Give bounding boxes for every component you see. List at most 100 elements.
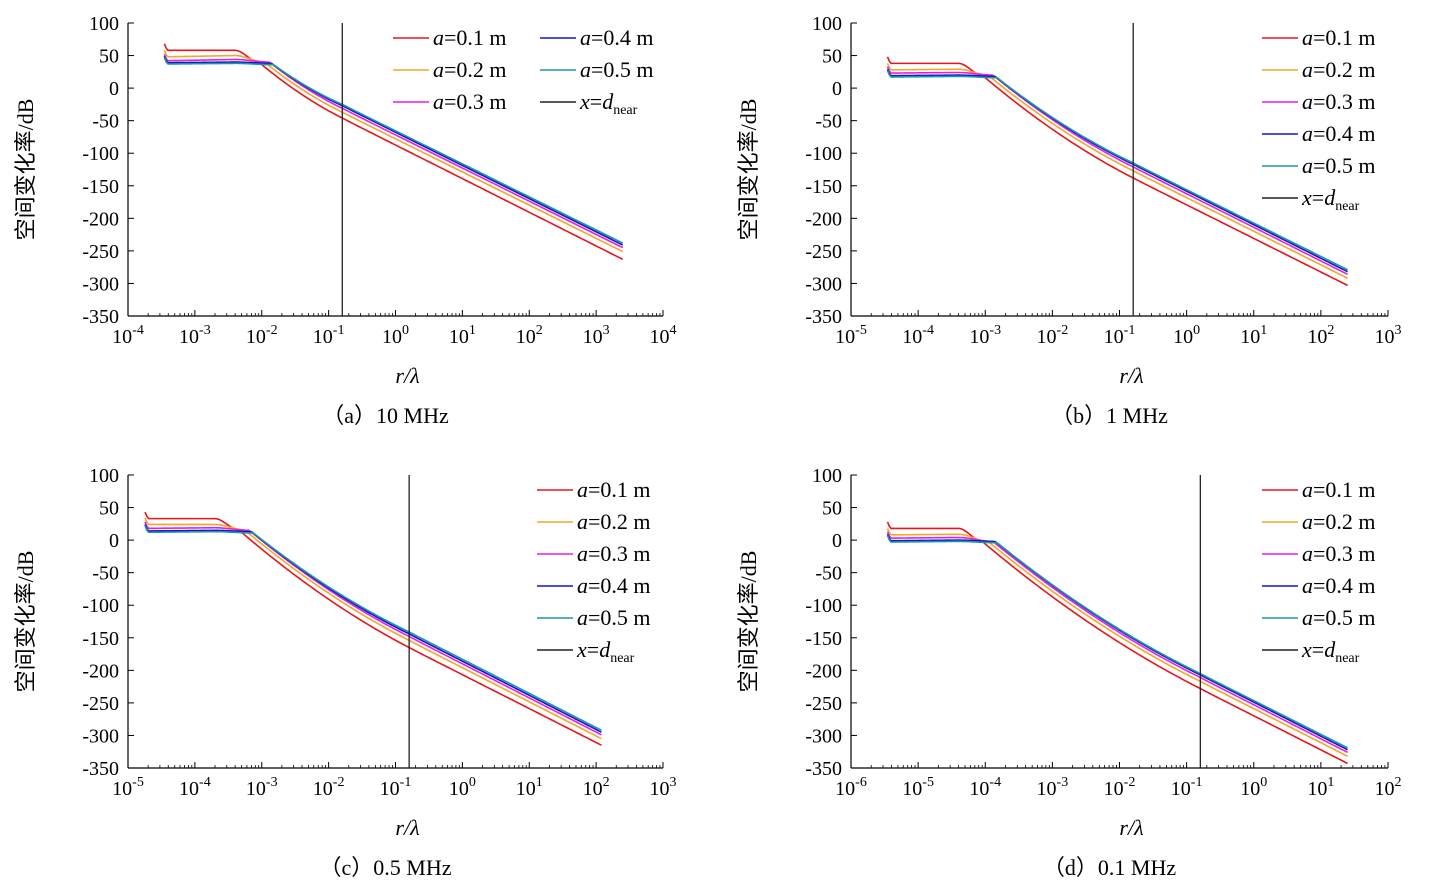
x-tick-label: 10-2 xyxy=(246,323,278,348)
y-tick-label: 50 xyxy=(822,498,842,520)
y-tick-label: 0 xyxy=(109,78,119,100)
x-tick-label: 102 xyxy=(1375,775,1402,800)
x-axis-label: r/λ xyxy=(1119,363,1143,388)
x-tick-label: 102 xyxy=(583,775,610,800)
legend-entry: a=0.2 m xyxy=(577,509,651,534)
series-line-a-0-1-m xyxy=(886,521,1348,765)
series-line-a-0-2-m xyxy=(163,50,624,253)
legend-entry: a=0.2 m xyxy=(1302,57,1376,82)
legend-entry: a=0.4 m xyxy=(1302,121,1376,146)
y-axis-label: 空间变化率/dB xyxy=(13,99,38,241)
y-tick-label: -50 xyxy=(92,111,119,133)
series-line-a-0-5-m xyxy=(144,525,602,731)
x-axis-label: r/λ xyxy=(395,363,419,388)
x-axis-label: r/λ xyxy=(1119,815,1143,840)
y-axis-label: 空间变化率/dB xyxy=(13,551,38,693)
y-tick-label: 50 xyxy=(99,46,119,68)
x-tick-label: 10-4 xyxy=(902,323,934,348)
x-tick-label: 10-4 xyxy=(969,775,1001,800)
x-tick-label: 10-2 xyxy=(1037,323,1069,348)
x-tick-label: 10-1 xyxy=(1171,775,1203,800)
y-tick-label: -300 xyxy=(82,273,119,295)
y-tick-label: 100 xyxy=(812,13,842,35)
y-tick-label: -100 xyxy=(805,595,842,617)
y-tick-label: -300 xyxy=(805,725,842,747)
series-line-a-0-1-m xyxy=(886,56,1348,287)
legend-entry: x=dnear xyxy=(576,637,635,666)
legend-entry: a=0.1 m xyxy=(1302,477,1376,502)
legend-entry: a=0.1 m xyxy=(577,477,651,502)
y-tick-label: -150 xyxy=(82,628,119,650)
series-line-a-0-3-m xyxy=(886,66,1348,276)
y-tick-label: -150 xyxy=(805,176,842,198)
x-tick-label: 102 xyxy=(1307,323,1334,348)
x-tick-label: 10-5 xyxy=(902,775,934,800)
legend-entry: a=0.4 m xyxy=(580,25,654,50)
x-tick-label: 10-3 xyxy=(179,323,211,348)
series-line-a-0-3-m xyxy=(886,531,1348,754)
y-tick-label: 100 xyxy=(89,13,119,35)
x-tick-label: 10-3 xyxy=(246,775,278,800)
x-tick-label: 101 xyxy=(516,775,543,800)
x-tick-label: 10-2 xyxy=(313,775,345,800)
series-line-a-0-2-m xyxy=(144,517,602,740)
y-tick-label: -300 xyxy=(805,273,842,295)
panel-caption: （d）0.1 MHz xyxy=(1043,855,1176,880)
legend-entry: a=0.1 m xyxy=(433,25,507,50)
y-axis-label: 空间变化率/dB xyxy=(736,99,761,241)
y-tick-label: -250 xyxy=(82,693,119,715)
y-tick-label: 0 xyxy=(832,530,842,552)
series-line-a-0-2-m xyxy=(886,528,1348,757)
legend-entry: a=0.4 m xyxy=(577,573,651,598)
y-tick-label: -150 xyxy=(82,176,119,198)
y-tick-label: -200 xyxy=(805,660,842,682)
legend-entry: a=0.3 m xyxy=(433,89,507,114)
x-tick-label: 103 xyxy=(583,323,610,348)
legend-entry: a=0.5 m xyxy=(1302,153,1376,178)
y-tick-label: -250 xyxy=(82,241,119,263)
y-tick-label: 0 xyxy=(109,530,119,552)
series-line-a-0-4-m xyxy=(144,524,602,733)
legend-entry: x=dnear xyxy=(1301,185,1360,214)
legend-entry: a=0.3 m xyxy=(1302,89,1376,114)
series-line-a-0-4-m xyxy=(163,55,624,246)
y-tick-label: -200 xyxy=(82,208,119,230)
legend-entry: a=0.3 m xyxy=(577,541,651,566)
y-tick-label: -350 xyxy=(805,306,842,328)
y-tick-label: -100 xyxy=(82,595,119,617)
series-line-a-0-1-m xyxy=(144,511,602,746)
y-axis-label: 空间变化率/dB xyxy=(736,551,761,693)
y-tick-label: 100 xyxy=(812,465,842,487)
x-tick-label: 10-1 xyxy=(313,323,345,348)
legend-entry: a=0.2 m xyxy=(433,57,507,82)
legend-entry: a=0.2 m xyxy=(1302,509,1376,534)
y-tick-label: -250 xyxy=(805,693,842,715)
y-tick-label: -200 xyxy=(805,208,842,230)
legend-entry: a=0.3 m xyxy=(1302,541,1376,566)
legend-entry: a=0.5 m xyxy=(1302,605,1376,630)
y-tick-label: 50 xyxy=(822,46,842,68)
y-tick-label: -350 xyxy=(82,758,119,780)
x-tick-label: 104 xyxy=(650,323,677,348)
series-line-a-0-2-m xyxy=(886,63,1348,279)
x-tick-label: 10-1 xyxy=(380,775,412,800)
y-tick-label: 100 xyxy=(89,465,119,487)
x-tick-label: 10-5 xyxy=(835,323,867,348)
x-axis-label: r/λ xyxy=(395,815,419,840)
x-tick-label: 10-3 xyxy=(1037,775,1069,800)
x-tick-label: 101 xyxy=(1240,323,1267,348)
x-tick-label: 100 xyxy=(1240,775,1267,800)
y-tick-label: -50 xyxy=(815,111,842,133)
y-tick-label: -300 xyxy=(82,725,119,747)
x-tick-label: 100 xyxy=(382,323,409,348)
series-line-a-0-5-m xyxy=(163,57,624,244)
x-tick-label: 10-3 xyxy=(969,323,1001,348)
y-tick-label: -250 xyxy=(805,241,842,263)
x-tick-label: 10-4 xyxy=(112,323,144,348)
x-tick-label: 101 xyxy=(1307,775,1334,800)
